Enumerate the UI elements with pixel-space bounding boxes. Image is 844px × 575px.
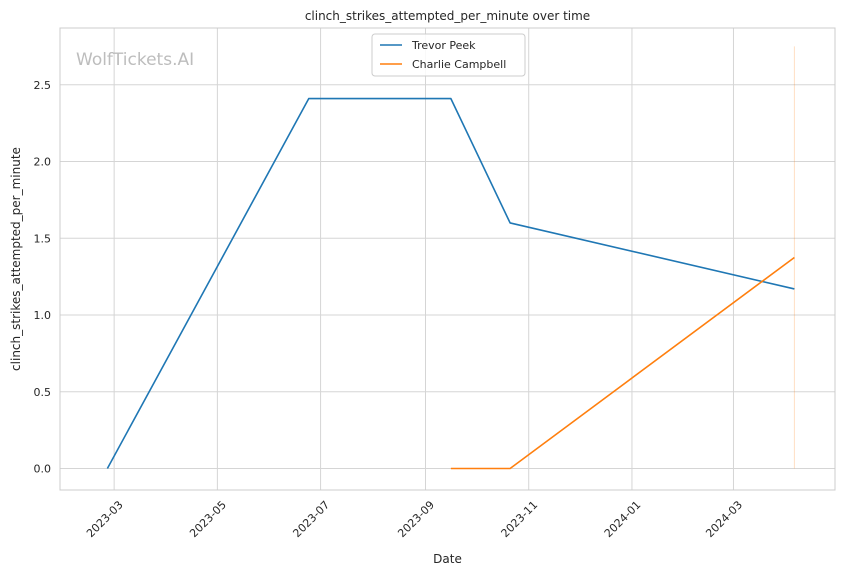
x-axis-label: Date <box>433 552 462 566</box>
y-tick-label: 1.0 <box>34 309 52 322</box>
chart-title: clinch_strikes_attempted_per_minute over… <box>305 9 590 23</box>
series-line-1 <box>106 97 795 469</box>
grid <box>60 28 835 490</box>
y-tick-label: 0.0 <box>34 463 52 476</box>
y-tick-label: 2.0 <box>34 156 52 169</box>
y-axis-label: clinch_strikes_attempted_per_minute <box>9 147 23 371</box>
legend-label-2: Charlie Campbell <box>412 58 506 71</box>
series-group <box>106 97 795 470</box>
y-tick-label: 2.5 <box>34 79 52 92</box>
series-line-2 <box>450 256 795 470</box>
y-tick-label: 0.5 <box>34 386 52 399</box>
y-axis-ticks: 0.0 0.5 1.0 1.5 2.0 2.5 <box>34 79 52 476</box>
plot-frame <box>59 27 836 491</box>
legend: Trevor Peek Charlie Campbell <box>371 33 526 77</box>
legend-box <box>371 33 526 77</box>
legend-label-1: Trevor Peek <box>411 39 476 52</box>
y-tick-label: 1.5 <box>34 232 52 245</box>
watermark-text: WolfTickets.AI <box>76 50 194 70</box>
